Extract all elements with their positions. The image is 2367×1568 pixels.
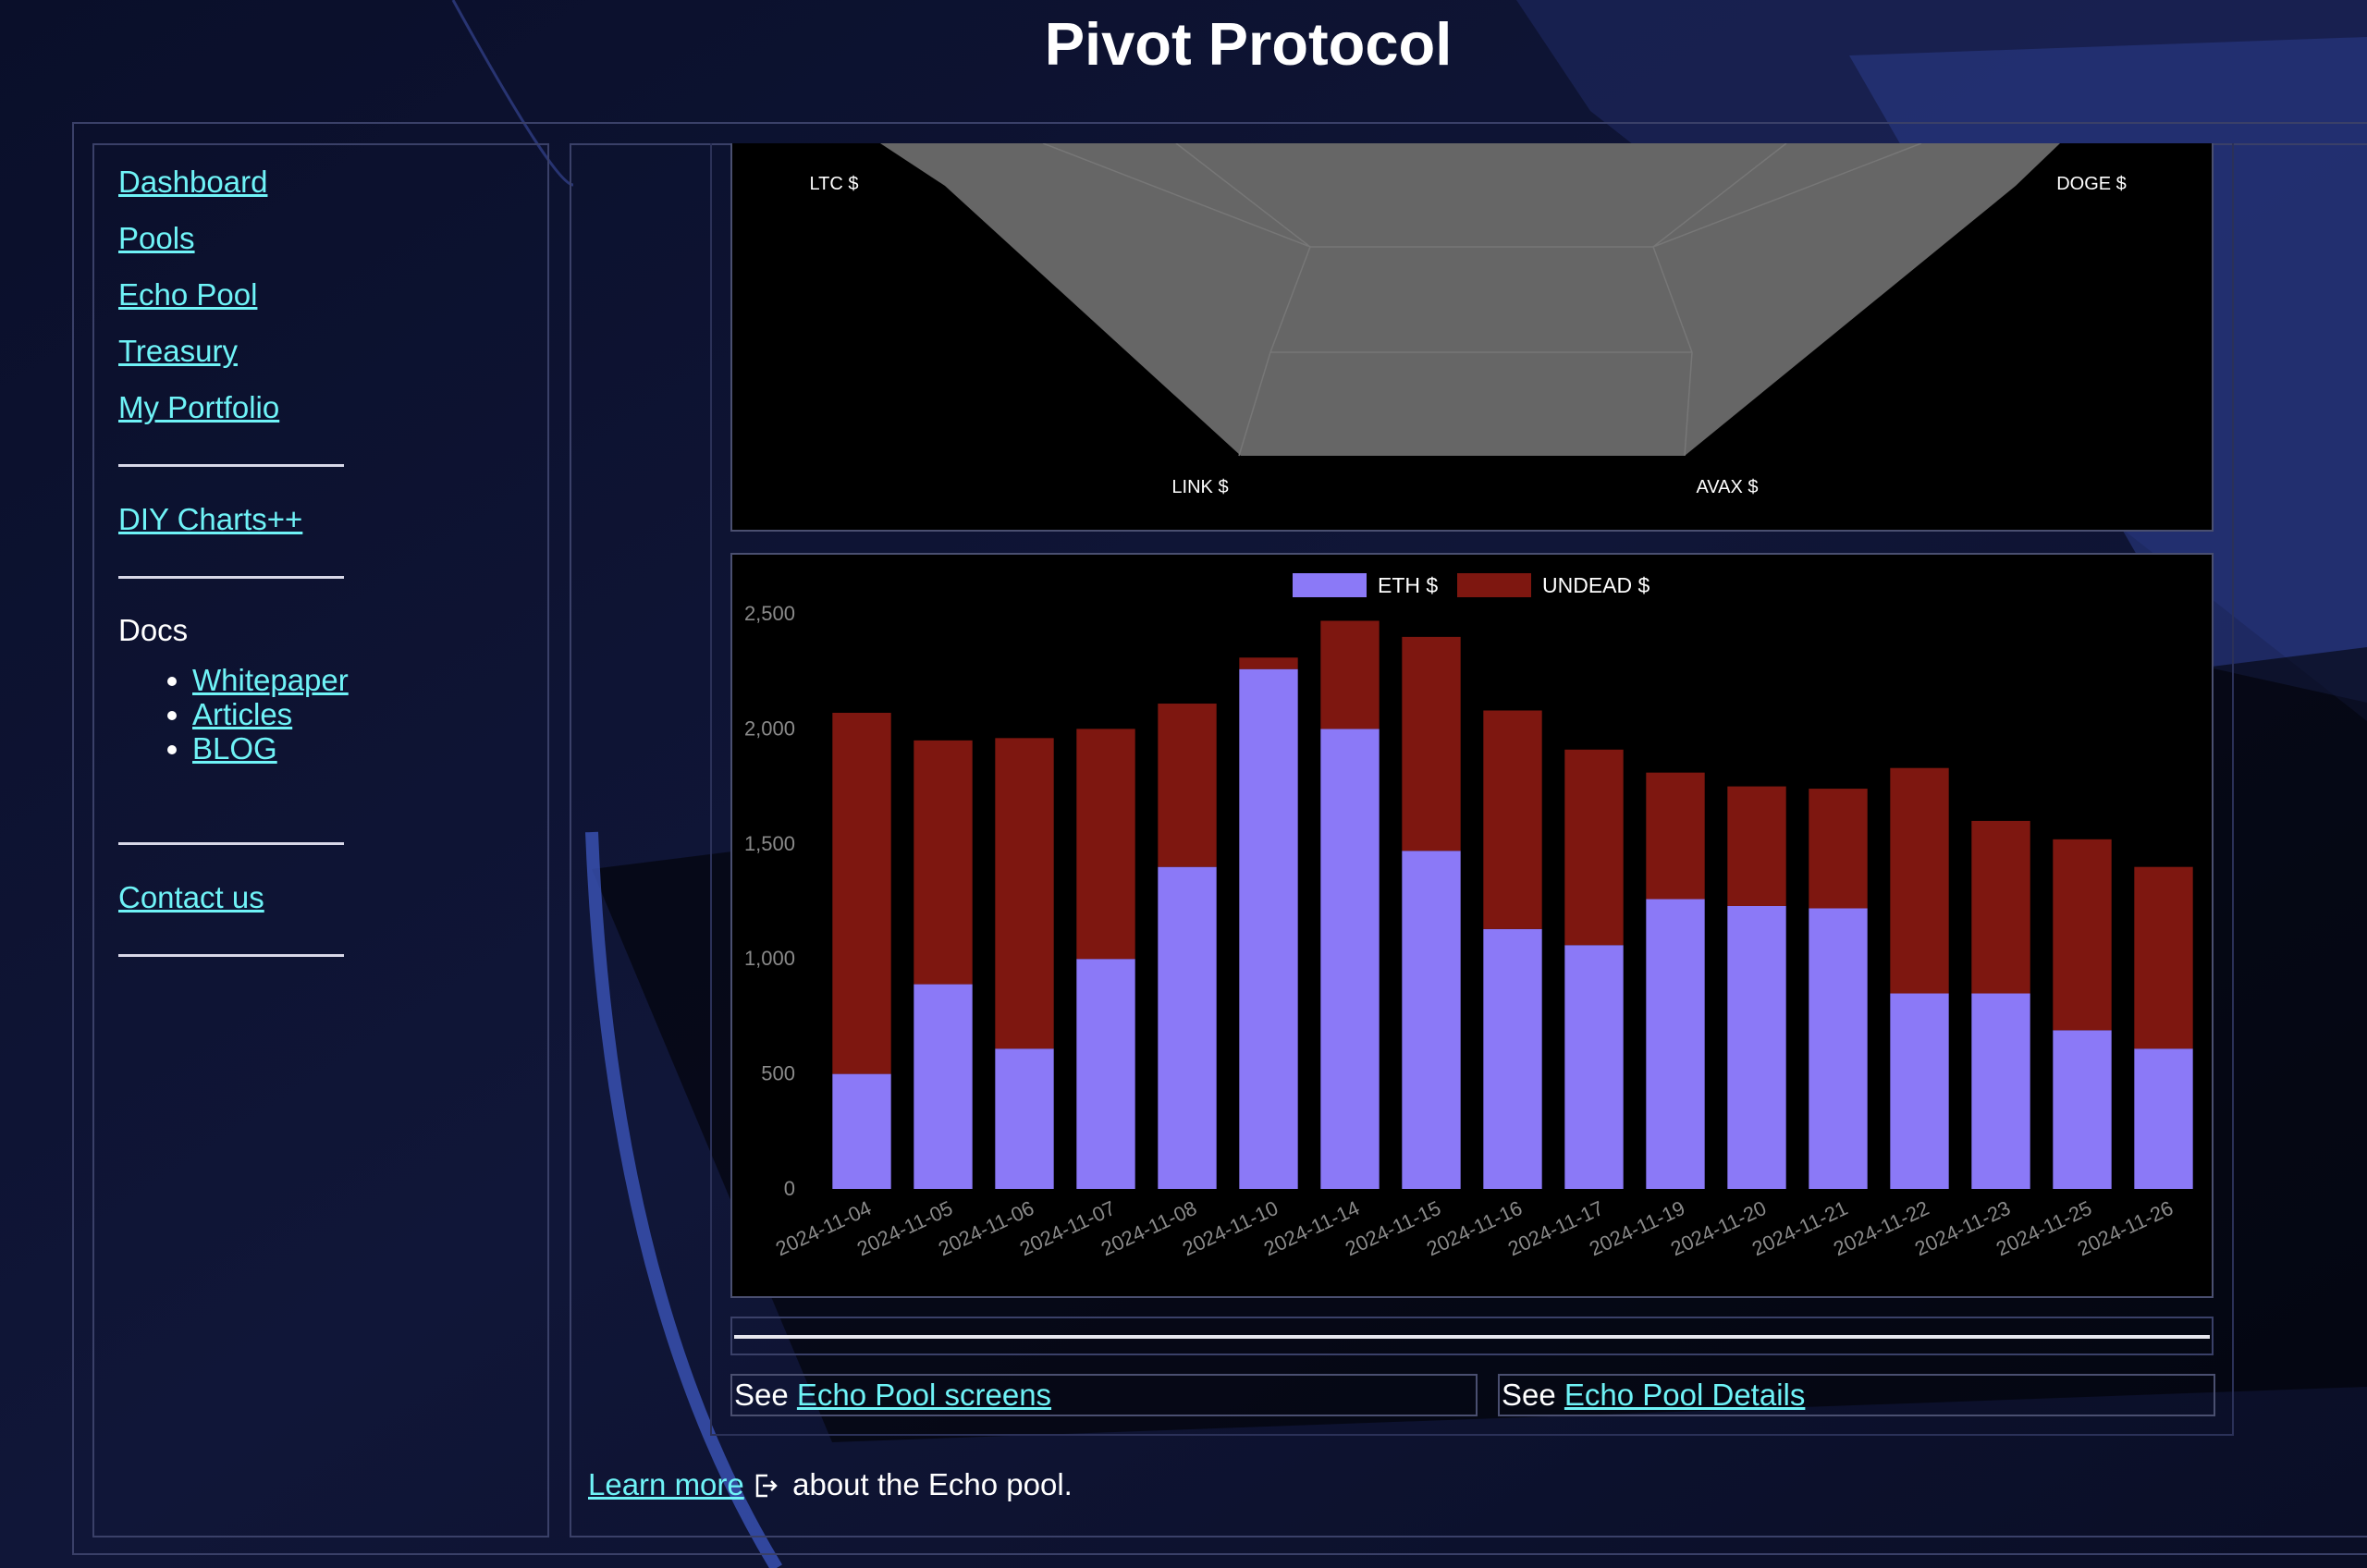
nav-divider — [118, 842, 344, 845]
radar-chart: LTC $ DOGE $ LINK $ AVAX $ — [730, 143, 2214, 532]
bar-segment-eth — [1402, 851, 1461, 1189]
bar-segment-eth — [1564, 945, 1624, 1189]
radar-axis-label: LTC $ — [810, 174, 859, 194]
bar-segment-eth — [1890, 993, 1949, 1189]
legend-label: ETH $ — [1378, 573, 1438, 597]
divider-box — [730, 1317, 2214, 1355]
radar-axis-label: AVAX $ — [1696, 477, 1758, 497]
docs-list-item: BLOG — [192, 731, 349, 766]
docs-link-whitepaper[interactable]: Whitepaper — [192, 663, 349, 697]
nav-my-portfolio[interactable]: My Portfolio — [118, 390, 280, 424]
page-title: Pivot Protocol — [1044, 10, 1453, 78]
stacked-bar-chart: 0 500 1,000 1,500 2,000 2,500 2024-11-04 2024-1… — [730, 553, 2214, 1298]
radar-area — [880, 143, 2060, 456]
radar-grid — [1042, 143, 1922, 457]
bar-segment-eth — [2053, 1030, 2112, 1189]
main-frame — [72, 122, 2367, 1555]
bar-segment-undead — [1483, 710, 1542, 929]
bar-chart-canvas: 05001,0001,5002,0002,5002024-11-042024-1… — [744, 573, 2193, 1260]
learn-more-link[interactable]: Learn more — [588, 1467, 744, 1501]
nav-pools[interactable]: Pools — [118, 221, 195, 255]
pool-panel — [710, 143, 2234, 1436]
docs-link-articles[interactable]: Articles — [192, 697, 293, 731]
legend-label: UNDEAD $ — [1542, 573, 1650, 597]
bar-segment-undead — [1158, 704, 1217, 867]
nav-echo-pool[interactable]: Echo Pool — [118, 277, 258, 312]
see-prefix: See — [1502, 1378, 1556, 1412]
bar-segment-eth — [1971, 993, 2030, 1189]
legend-swatch — [1293, 573, 1367, 597]
bar-segment-eth — [1809, 908, 1868, 1189]
nav-contact-us[interactable]: Contact us — [118, 880, 264, 914]
docs-list-item: Whitepaper — [192, 663, 349, 697]
nav-dashboard[interactable]: Dashboard — [118, 165, 268, 199]
bar-segment-eth — [914, 984, 973, 1189]
bar-segment-undead — [832, 712, 891, 1074]
nav-divider — [118, 464, 344, 467]
bar-segment-eth — [995, 1048, 1054, 1189]
bar-segment-undead — [2134, 866, 2193, 1049]
nav-divider — [118, 954, 344, 957]
y-tick-label: 1,000 — [744, 947, 795, 970]
sidebar: Dashboard Pools Echo Pool Treasury My Po… — [92, 143, 549, 1537]
see-details-box: See Echo Pool Details — [1498, 1374, 2215, 1416]
y-tick-label: 1,500 — [744, 832, 795, 855]
bar-segment-undead — [1727, 786, 1786, 906]
bar-segment-undead — [1320, 620, 1380, 729]
bar-segment-eth — [2134, 1048, 2193, 1189]
docs-heading: Docs — [118, 613, 189, 647]
echo-pool-screens-link[interactable]: Echo Pool screens — [796, 1378, 1052, 1412]
docs-list: Whitepaper Articles BLOG — [153, 663, 349, 766]
bar-segment-eth — [1727, 905, 1786, 1189]
y-tick-label: 0 — [784, 1177, 795, 1200]
radar-axis-label: LINK $ — [1171, 477, 1228, 497]
nav-treasury[interactable]: Treasury — [118, 334, 238, 368]
bar-segment-undead — [1402, 636, 1461, 851]
y-tick-label: 2,500 — [744, 602, 795, 625]
horizontal-rule — [734, 1335, 2210, 1339]
bar-segment-eth — [1076, 959, 1135, 1189]
bar-segment-eth — [1239, 668, 1298, 1189]
y-tick-label: 2,000 — [744, 717, 795, 740]
bar-segment-undead — [995, 738, 1054, 1049]
bar-segment-eth — [832, 1073, 891, 1189]
bar-segment-undead — [1239, 657, 1298, 669]
see-prefix: See — [734, 1378, 789, 1412]
nav-diy-charts[interactable]: DIY Charts++ — [118, 502, 303, 536]
docs-link-blog[interactable]: BLOG — [192, 731, 277, 766]
echo-pool-details-link[interactable]: Echo Pool Details — [1564, 1378, 1806, 1412]
bar-segment-eth — [1646, 899, 1705, 1189]
bar-segment-undead — [1646, 772, 1705, 900]
bar-segment-undead — [914, 740, 973, 985]
bar-segment-eth — [1483, 928, 1542, 1189]
bar-segment-undead — [1076, 729, 1135, 960]
learn-more-line: Learn more about the Echo pool. — [588, 1464, 1073, 1509]
bar-segment-undead — [2053, 839, 2112, 1031]
radar-axis-label: DOGE $ — [2056, 174, 2127, 194]
nav-divider — [118, 576, 344, 579]
bar-segment-eth — [1320, 729, 1380, 1189]
bar-segment-undead — [1890, 767, 1949, 994]
see-screens-box: See Echo Pool screens — [730, 1374, 1478, 1416]
bar-segment-undead — [1971, 820, 2030, 994]
y-tick-label: 500 — [761, 1062, 795, 1085]
bar-segment-undead — [1809, 789, 1868, 909]
learn-more-suffix: about the Echo pool. — [792, 1467, 1073, 1501]
radar-chart-canvas: LTC $ DOGE $ LINK $ AVAX $ — [810, 143, 2127, 497]
bar-segment-eth — [1158, 866, 1217, 1189]
external-link-icon[interactable] — [754, 1468, 779, 1509]
legend-swatch — [1457, 573, 1531, 597]
docs-list-item: Articles — [192, 697, 349, 731]
bar-segment-undead — [1564, 749, 1624, 946]
